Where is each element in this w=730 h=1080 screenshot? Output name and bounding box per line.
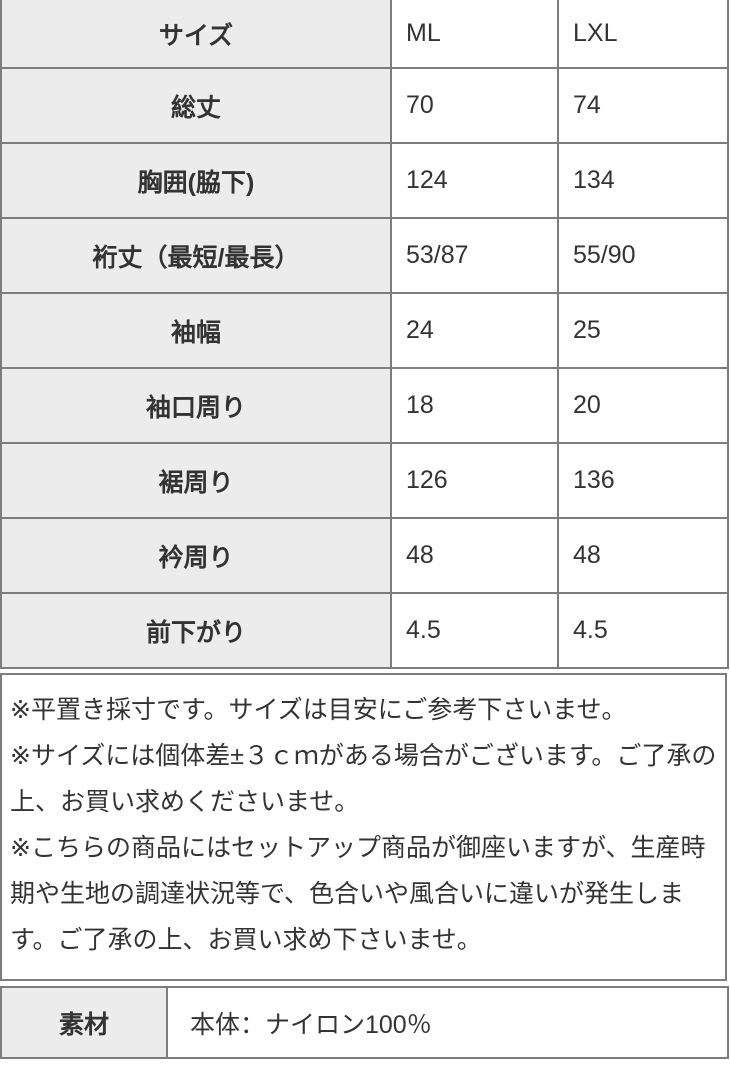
note-setup-product: ※こちらの商品にはセットアップ商品が御座いますが、生産時期や生地の調達状況等で、…	[10, 834, 706, 954]
size-header-row: サイズ ML LXL	[0, 0, 729, 69]
size-chart-section: サイズ ML LXL 総丈 70 74 胸囲(脇下) 124 134 裄丈（最短…	[0, 0, 729, 1059]
row-label-hem: 裾周り	[0, 442, 392, 519]
table-row-souke: 総丈 70 74	[0, 67, 729, 144]
row-value-sleeve-length-lxl: 55/90	[557, 217, 729, 294]
note-flat-measurement: ※平置き採寸です。サイズは目安にご参考下さいませ。	[10, 696, 627, 724]
row-value-hem-lxl: 136	[557, 442, 729, 519]
size-header-lxl: LXL	[557, 0, 729, 69]
material-table: 素材 本体：ナイロン100％	[0, 986, 729, 1059]
row-value-hem-ml: 126	[390, 442, 559, 519]
row-label-sleeve-width: 袖幅	[0, 292, 392, 369]
row-label-collar: 衿周り	[0, 517, 392, 594]
row-value-front-drop-lxl: 4.5	[557, 592, 729, 669]
row-label-cuff: 袖口周り	[0, 367, 392, 444]
row-value-sleeve-length-ml: 53/87	[390, 217, 559, 294]
table-row-sleeve-width: 袖幅 24 25	[0, 292, 729, 369]
row-value-cuff-lxl: 20	[557, 367, 729, 444]
row-value-total-length-lxl: 74	[557, 67, 729, 144]
size-notes-box: ※平置き採寸です。サイズは目安にご参考下さいませ。 ※サイズには個体差±３ｃｍが…	[0, 673, 727, 981]
row-value-sleeve-width-lxl: 25	[557, 292, 729, 369]
row-label-total-length: 総丈	[0, 67, 392, 144]
table-row-collar: 衿周り 48 48	[0, 517, 729, 594]
row-value-front-drop-ml: 4.5	[390, 592, 559, 669]
table-row-hem: 裾周り 126 136	[0, 442, 729, 519]
table-row-sleeve-length: 裄丈（最短/最長） 53/87 55/90	[0, 217, 729, 294]
size-header-ml: ML	[390, 0, 559, 69]
row-label-chest: 胸囲(脇下)	[0, 142, 392, 219]
row-value-chest-ml: 124	[390, 142, 559, 219]
table-row-cuff: 袖口周り 18 20	[0, 367, 729, 444]
row-label-sleeve-length: 裄丈（最短/最長）	[0, 217, 392, 294]
size-spec-table: サイズ ML LXL 総丈 70 74 胸囲(脇下) 124 134 裄丈（最短…	[0, 0, 729, 669]
note-size-tolerance: ※サイズには個体差±３ｃｍがある場合がございます。ご了承の上、お買い求めください…	[10, 742, 717, 816]
material-label: 素材	[0, 986, 168, 1059]
table-row-chest: 胸囲(脇下) 124 134	[0, 142, 729, 219]
row-value-cuff-ml: 18	[390, 367, 559, 444]
row-value-collar-lxl: 48	[557, 517, 729, 594]
material-row: 素材 本体：ナイロン100％	[0, 986, 729, 1059]
row-value-sleeve-width-ml: 24	[390, 292, 559, 369]
row-label-front-drop: 前下がり	[0, 592, 392, 669]
row-value-chest-lxl: 134	[557, 142, 729, 219]
row-value-total-length-ml: 70	[390, 67, 559, 144]
material-value: 本体：ナイロン100％	[166, 986, 729, 1059]
table-row-front-drop: 前下がり 4.5 4.5	[0, 592, 729, 669]
size-header-label: サイズ	[0, 0, 392, 69]
row-value-collar-ml: 48	[390, 517, 559, 594]
